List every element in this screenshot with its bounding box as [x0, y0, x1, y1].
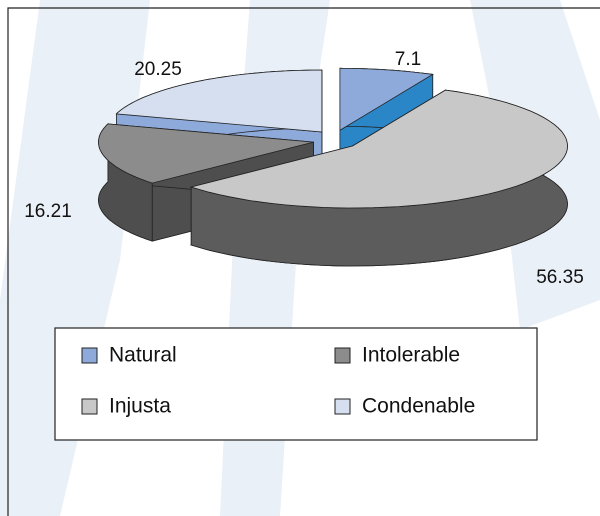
legend-label: Condenable	[362, 395, 475, 418]
legend-swatch	[334, 398, 351, 415]
data-label: 56.35	[536, 267, 584, 288]
legend-box	[54, 327, 538, 441]
legend-swatch	[81, 398, 98, 415]
legend-swatch	[81, 347, 98, 364]
legend-label: Intolerable	[362, 344, 460, 367]
data-label: 20.25	[134, 59, 182, 80]
data-label: 7.1	[395, 49, 421, 70]
data-label: 16.21	[24, 201, 72, 222]
legend-label: Injusta	[109, 395, 171, 418]
chart-frame	[7, 7, 600, 516]
legend-label: Natural	[109, 344, 177, 367]
slice	[339, 67, 434, 132]
pie	[98, 67, 568, 267]
legend-swatch	[334, 347, 351, 364]
slice	[115, 69, 323, 133]
slice	[98, 123, 314, 184]
slice	[189, 89, 568, 209]
